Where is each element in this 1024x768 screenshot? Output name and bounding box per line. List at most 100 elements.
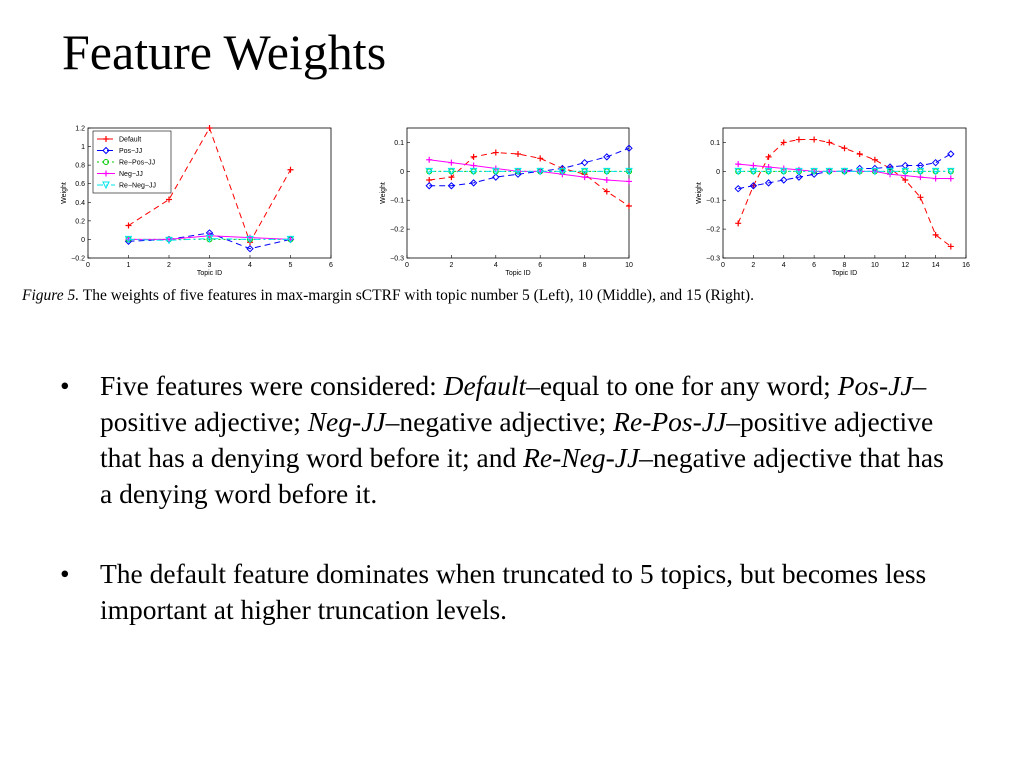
series-4: [124, 235, 295, 245]
data-point: [205, 235, 214, 243]
data-point: [931, 158, 940, 167]
data-point: [901, 167, 910, 176]
bullet-text-part: Default: [443, 370, 527, 401]
data-point: [492, 173, 500, 181]
data-point: [536, 167, 545, 176]
legend: Default Pos−JJ Re−Pos−JJ Neg−JJ Re−Neg−JJ: [92, 130, 172, 194]
x-tick-label: 6: [812, 262, 816, 269]
y-tick-label: −0.1: [706, 198, 720, 205]
y-tick-label: 0.1: [394, 140, 404, 147]
series-0: [125, 125, 294, 246]
data-point: [871, 167, 879, 176]
figure-charts: 0 1 2 3 4 5 6 −0.2 0 0.2 0.4 0.6 0.8 1 1.2 Topic ID Weig…: [0, 118, 1024, 288]
data-point: [855, 167, 864, 176]
x-tick-label: 2: [449, 262, 453, 269]
x-tick-label: 0: [86, 262, 90, 269]
bullet-text-part: -: [692, 406, 702, 437]
x-tick-label: 12: [901, 262, 909, 269]
data-point: [749, 167, 758, 176]
data-point: [603, 153, 611, 161]
data-point: [749, 182, 758, 190]
bullet-text: Five features were considered: Default–e…: [100, 370, 944, 509]
bullet-text-part: Pos: [651, 406, 693, 437]
data-point: [246, 245, 254, 253]
data-point: [103, 136, 109, 142]
data-point: [916, 167, 925, 176]
bullet-marker: •: [60, 558, 70, 589]
data-point: [825, 167, 834, 176]
data-point: [286, 235, 295, 244]
x-tick-label: 16: [962, 262, 970, 269]
bullet-text-part: –negative adjective that has a denying w…: [100, 442, 944, 509]
data-point: [826, 139, 833, 146]
y-tick-label: 1: [81, 144, 85, 151]
y-tick-label: −0.2: [706, 227, 720, 234]
bullet-list: • Five features were considered: Default…: [60, 368, 960, 628]
data-point: [603, 177, 610, 183]
data-point: [448, 159, 455, 166]
data-point: [514, 167, 522, 176]
data-point: [931, 167, 940, 176]
bullet-text-part: Neg: [307, 406, 353, 437]
y-tick-label: 0: [716, 169, 720, 176]
data-point: [795, 173, 803, 181]
bullet-text-part: -: [642, 406, 652, 437]
y-tick-label: −0.1: [390, 198, 404, 205]
data-point: [124, 235, 133, 244]
series-0: [735, 136, 954, 250]
chart-right: 0 2 4 6 8 10 12 14 16 −0.3 −0.2 −0.1 0 0.1 Topic ID Wei…: [696, 127, 970, 277]
bullet-text-part: -: [878, 370, 889, 401]
y-tick-label: −0.2: [71, 256, 85, 263]
data-point: [447, 182, 456, 190]
x-axis-label: Topic ID: [197, 270, 222, 277]
bullet-text-part: Five features were considered:: [100, 370, 444, 401]
data-point: [779, 167, 788, 176]
data-point: [165, 236, 173, 245]
data-point: [886, 163, 894, 171]
x-axis-label: Topic ID: [505, 270, 530, 277]
chart-middle: 0 2 4 6 8 10 −0.3 −0.2 −0.1 0 0.1 Topic ID Weight: [380, 127, 633, 277]
y-tick-label: 0.6: [75, 181, 85, 188]
data-point: [492, 149, 499, 156]
bullet-text-part: Neg: [561, 442, 606, 473]
data-point: [947, 175, 954, 182]
bullet-text-part: –equal to one for any word;: [526, 370, 838, 401]
x-tick-label: 2: [751, 262, 755, 269]
bullet-text-part: JJ: [701, 406, 727, 437]
series-line: [429, 147, 630, 187]
data-point: [626, 203, 632, 209]
y-tick-label: −0.3: [706, 256, 720, 263]
bullet-text-part: JJ: [888, 370, 913, 401]
x-tick-label: 0: [405, 262, 409, 269]
data-point: [765, 164, 772, 170]
data-point: [947, 243, 954, 250]
x-tick-label: 10: [625, 262, 633, 269]
data-point: [426, 177, 433, 183]
x-tick-label: 4: [248, 262, 252, 269]
data-point: [287, 166, 294, 173]
y-axis-label: Weight: [380, 182, 387, 204]
bullet-marker: •: [60, 370, 70, 401]
data-point: [515, 151, 521, 157]
bullet-text-part: Re: [523, 442, 553, 473]
legend-label: Pos−JJ: [119, 148, 142, 155]
figure-caption: Figure 5. The weights of five features i…: [22, 287, 754, 305]
data-point: [764, 179, 773, 187]
data-point: [810, 167, 818, 176]
x-tick-label: 3: [208, 262, 212, 269]
data-point: [470, 153, 477, 160]
x-tick-label: 2: [167, 262, 171, 269]
x-tick-label: 4: [782, 262, 786, 269]
data-point: [125, 222, 132, 229]
bullet-item: • Five features were considered: Default…: [60, 368, 960, 512]
data-point: [856, 151, 863, 157]
bullet-item: • The default feature dominates when tru…: [60, 556, 960, 628]
y-tick-label: 0.1: [710, 140, 720, 147]
data-point: [102, 146, 110, 155]
data-point: [580, 158, 589, 167]
x-tick-label: 4: [494, 262, 498, 269]
data-point: [734, 184, 742, 193]
data-point: [841, 145, 848, 152]
data-point: [947, 150, 955, 158]
data-point: [103, 170, 109, 177]
